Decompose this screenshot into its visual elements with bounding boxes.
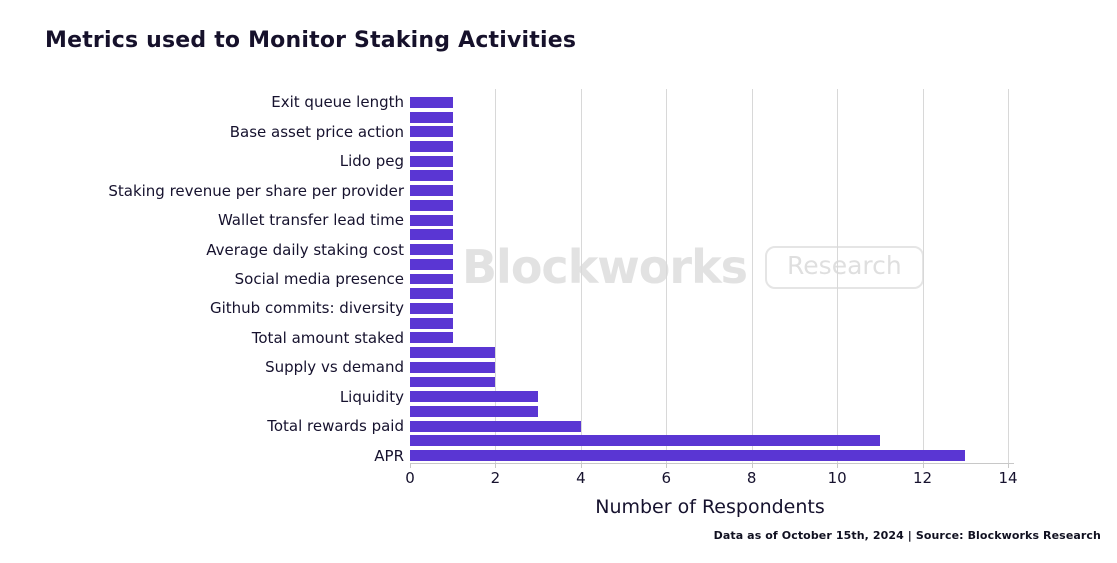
bar-row xyxy=(410,110,1008,125)
bar xyxy=(410,288,453,300)
bars-container xyxy=(410,95,1008,463)
gridline xyxy=(837,89,839,463)
bar-row xyxy=(410,360,1008,375)
bar-row xyxy=(410,169,1008,184)
x-axis-line xyxy=(410,463,1014,464)
bar-row xyxy=(410,154,1008,169)
gridline xyxy=(580,89,582,463)
x-tickmark xyxy=(410,464,411,468)
bar xyxy=(410,302,453,314)
bar xyxy=(410,258,453,270)
category-label: Github commits: diversity xyxy=(209,299,404,318)
bar xyxy=(410,450,966,462)
plot-area xyxy=(410,89,1010,463)
x-tick-label: 8 xyxy=(746,469,757,487)
category-label: Total rewards paid xyxy=(267,417,404,436)
bar xyxy=(410,406,539,417)
category-label: Supply vs demand xyxy=(265,358,404,377)
bar xyxy=(410,361,496,373)
bar xyxy=(410,155,453,167)
x-tickmark xyxy=(495,464,497,468)
category-label: Social media presence xyxy=(234,269,404,288)
bar-row xyxy=(410,419,1008,434)
x-tickmark xyxy=(666,464,668,468)
bar xyxy=(410,111,453,123)
gridline xyxy=(666,89,668,463)
x-tick-label: 4 xyxy=(576,469,586,487)
category-label: Base asset price action xyxy=(229,122,404,141)
bar-row xyxy=(410,434,1008,449)
bar-row xyxy=(410,345,1008,360)
x-tickmark xyxy=(1008,464,1009,468)
category-label: Wallet transfer lead time xyxy=(217,211,404,230)
bar xyxy=(410,332,453,344)
x-tick-label: 6 xyxy=(661,469,672,487)
x-axis-tick-labels: 0 2 4 6 8 10 12 14 xyxy=(405,469,1017,489)
bar-row xyxy=(410,375,1008,390)
bar-row xyxy=(410,257,1008,272)
bar xyxy=(410,376,496,388)
bar-row xyxy=(410,198,1008,213)
bar-row xyxy=(410,316,1008,331)
x-tick-label: 10 xyxy=(827,469,847,487)
x-tickmark xyxy=(837,464,839,468)
bar xyxy=(410,96,453,108)
bar xyxy=(410,317,453,329)
bar xyxy=(410,391,539,403)
bar-row xyxy=(410,139,1008,154)
bar xyxy=(410,126,453,138)
x-tick-label: 0 xyxy=(405,469,415,487)
category-label: Exit queue length xyxy=(271,93,404,112)
bar-row xyxy=(410,242,1008,257)
bar xyxy=(410,435,880,447)
y-axis-labels: Exit queue length Base asset price action… xyxy=(0,93,404,465)
bar xyxy=(410,244,453,255)
bar-row xyxy=(410,301,1008,316)
bar xyxy=(410,347,496,359)
bar-row xyxy=(410,124,1008,139)
gridline xyxy=(1008,89,1009,463)
bar-row xyxy=(410,272,1008,287)
category-label: Average daily staking cost xyxy=(206,240,404,259)
bar xyxy=(410,420,581,432)
x-tickmark xyxy=(922,464,924,468)
source-note: Data as of October 15th, 2024 | Source: … xyxy=(713,529,1101,542)
bar-row xyxy=(410,404,1008,419)
bar xyxy=(410,185,453,197)
chart-title: Metrics used to Monitor Staking Activiti… xyxy=(45,28,577,53)
bar xyxy=(410,141,453,152)
x-tickmark xyxy=(580,464,582,468)
x-axis-title: Number of Respondents xyxy=(595,496,825,518)
bar xyxy=(410,199,453,211)
bar-row xyxy=(410,213,1008,228)
category-label: Liquidity xyxy=(339,387,404,406)
x-tickmark xyxy=(751,464,753,468)
gridline xyxy=(751,89,753,463)
category-label: Staking revenue per share per provider xyxy=(108,181,404,200)
x-tick-label: 2 xyxy=(490,469,501,487)
bar-row xyxy=(410,95,1008,110)
gridline xyxy=(495,89,497,463)
bar-row xyxy=(410,448,1008,463)
x-tick-label: 12 xyxy=(913,469,933,487)
x-tick-label: 14 xyxy=(998,469,1018,487)
bar-row xyxy=(410,389,1008,404)
bar xyxy=(410,273,453,285)
bar xyxy=(410,170,453,182)
category-label: Total amount staked xyxy=(251,328,404,347)
bar xyxy=(410,214,453,226)
category-label: Lido peg xyxy=(339,152,404,171)
bar-row xyxy=(410,331,1008,346)
category-label: APR xyxy=(374,446,404,465)
bar-row xyxy=(410,227,1008,242)
bar xyxy=(410,229,453,241)
bar-row xyxy=(410,183,1008,198)
bar-row xyxy=(410,286,1008,301)
